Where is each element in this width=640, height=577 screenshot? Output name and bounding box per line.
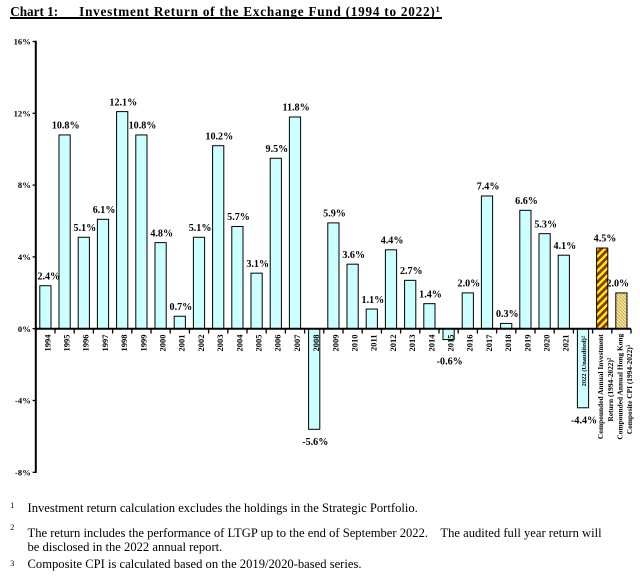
svg-text:1996: 1996	[81, 335, 91, 352]
svg-text:5.9%: 5.9%	[323, 209, 346, 220]
svg-text:2020: 2020	[542, 335, 552, 352]
svg-text:2001: 2001	[177, 335, 187, 352]
svg-text:4%: 4%	[18, 252, 31, 262]
svg-text:0%: 0%	[18, 324, 31, 334]
svg-text:1.4%: 1.4%	[419, 289, 442, 300]
svg-text:2.4%: 2.4%	[37, 271, 60, 282]
svg-text:2016: 2016	[465, 335, 475, 352]
svg-text:2007: 2007	[292, 334, 302, 352]
svg-text:12%: 12%	[14, 108, 31, 118]
svg-text:2010: 2010	[350, 335, 360, 352]
svg-text:9.5%: 9.5%	[266, 144, 289, 155]
svg-text:4.4%: 4.4%	[381, 236, 404, 247]
svg-text:4.8%: 4.8%	[150, 228, 173, 239]
svg-text:12.1%: 12.1%	[109, 97, 137, 108]
svg-text:-8%: -8%	[15, 467, 31, 477]
svg-text:1999: 1999	[138, 335, 148, 352]
svg-text:4.1%: 4.1%	[554, 241, 577, 252]
svg-text:2019: 2019	[522, 335, 532, 352]
svg-text:2.7%: 2.7%	[400, 266, 423, 277]
svg-text:0.3%: 0.3%	[496, 309, 519, 320]
svg-text:2009: 2009	[330, 335, 340, 352]
svg-text:6.1%: 6.1%	[93, 205, 116, 216]
svg-text:5.7%: 5.7%	[227, 212, 250, 223]
svg-text:2021: 2021	[561, 335, 571, 352]
svg-text:2.0%: 2.0%	[606, 279, 629, 290]
svg-text:10.8%: 10.8%	[52, 121, 80, 132]
svg-text:8%: 8%	[18, 180, 31, 190]
svg-text:2018: 2018	[503, 335, 513, 352]
svg-text:2014: 2014	[426, 334, 436, 352]
svg-text:1995: 1995	[62, 335, 72, 352]
svg-text:1998: 1998	[119, 335, 129, 352]
svg-text:16%: 16%	[14, 37, 31, 47]
svg-text:2015: 2015	[446, 335, 456, 352]
svg-text:2002: 2002	[196, 335, 206, 352]
svg-text:5.1%: 5.1%	[189, 223, 212, 234]
svg-text:2008: 2008	[311, 335, 321, 352]
svg-text:Compounded Annual Investment: Compounded Annual Investment	[596, 334, 605, 439]
svg-text:-4.4%: -4.4%	[571, 415, 597, 426]
svg-text:2005: 2005	[254, 335, 264, 352]
svg-text:2013: 2013	[407, 335, 417, 352]
svg-text:2012: 2012	[388, 335, 398, 352]
svg-text:7.4%: 7.4%	[477, 182, 500, 193]
svg-text:2004: 2004	[234, 334, 244, 352]
svg-text:-5.6%: -5.6%	[302, 437, 328, 448]
svg-text:1997: 1997	[100, 334, 110, 352]
svg-text:Composite CPI (1994-2022)3: Composite CPI (1994-2022)3	[625, 344, 634, 434]
svg-text:11.8%: 11.8%	[282, 103, 309, 114]
svg-text:Compounded Annual Hong Kong: Compounded Annual Hong Kong	[615, 334, 624, 440]
svg-text:2000: 2000	[158, 335, 168, 352]
svg-text:0.7%: 0.7%	[170, 302, 193, 313]
svg-text:4.5%: 4.5%	[594, 234, 617, 245]
svg-text:3.1%: 3.1%	[246, 259, 269, 270]
svg-text:2017: 2017	[484, 334, 494, 352]
svg-text:2011: 2011	[369, 335, 379, 352]
svg-text:6.6%: 6.6%	[515, 196, 538, 207]
svg-text:10.2%: 10.2%	[205, 131, 233, 142]
svg-text:1.1%: 1.1%	[362, 295, 385, 306]
svg-text:10.8%: 10.8%	[129, 121, 157, 132]
svg-text:5.3%: 5.3%	[534, 219, 557, 230]
svg-text:-4%: -4%	[15, 396, 31, 406]
svg-text:3.6%: 3.6%	[342, 250, 365, 261]
svg-text:Return (1994-2022)2: Return (1994-2022)2	[606, 357, 615, 421]
svg-text:2022 (Unaudited)2: 2022 (Unaudited)2	[580, 336, 588, 386]
svg-text:2006: 2006	[273, 335, 283, 352]
svg-text:-0.6%: -0.6%	[437, 357, 463, 368]
svg-text:2.0%: 2.0%	[458, 279, 481, 290]
svg-text:2003: 2003	[215, 335, 225, 352]
svg-text:5.1%: 5.1%	[74, 223, 97, 234]
svg-text:1994: 1994	[42, 334, 52, 352]
